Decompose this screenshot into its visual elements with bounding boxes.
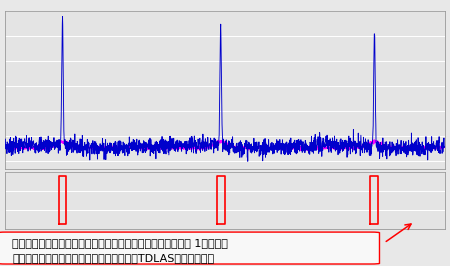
Text: 瞬時現象であり、本現象を捕える為には、TDLASが必要となる: 瞬時現象であり、本現象を捕える為には、TDLASが必要となる (12, 253, 214, 263)
FancyBboxPatch shape (0, 232, 379, 264)
Text: リッチスパイク時のスパイク状アンモニアスリップは、概ね 1秒程度の: リッチスパイク時のスパイク状アンモニアスリップは、概ね 1秒程度の (12, 238, 228, 248)
